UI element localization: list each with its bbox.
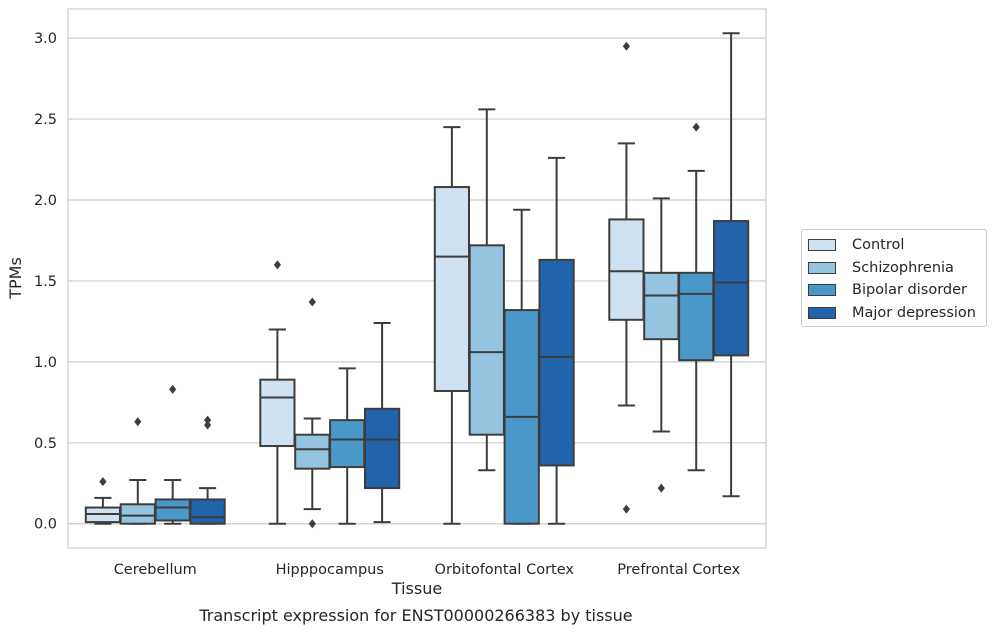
chart-caption: Transcript expression for ENST0000026638…	[199, 606, 633, 625]
outlier-point	[657, 483, 665, 493]
box	[433, 186, 471, 392]
outlier-point	[204, 415, 212, 425]
x-tick-label: Cerebellum	[114, 562, 197, 578]
outlier-point	[308, 297, 316, 307]
legend-swatch	[808, 306, 836, 319]
legend-item: Major depression	[808, 303, 976, 323]
y-tick-label: 1.0	[34, 355, 57, 371]
box	[712, 220, 750, 357]
legend-item: Control	[808, 235, 904, 255]
y-tick-label: 3.0	[34, 31, 57, 47]
box	[154, 498, 191, 522]
x-tick-labels: Cerebellum Hipppocampus Orbitofontal Corte…	[114, 562, 741, 578]
y-tick-label: 1.5	[34, 274, 57, 290]
x-tick-label: Orbitofontal Cortex	[435, 562, 575, 578]
box	[608, 218, 645, 321]
box	[538, 258, 575, 467]
box	[294, 433, 331, 470]
box	[189, 498, 226, 525]
box	[363, 407, 401, 490]
box	[643, 271, 680, 341]
x-tick-label: Prefrontal Cortex	[617, 562, 740, 578]
legend-label: Major depression	[852, 304, 976, 321]
y-axis-label: TPMs	[6, 257, 25, 300]
box	[119, 503, 156, 525]
y-tick-labels: 0.0 0.5 1.0 1.5 2.0 2.5 3.0	[34, 31, 57, 533]
outlier-point	[169, 384, 177, 394]
legend-swatch	[808, 284, 836, 296]
legend-item: Bipolar disorder	[808, 280, 967, 300]
x-axis-label: Tissue	[391, 579, 442, 598]
legend-swatch	[808, 261, 836, 274]
y-tick-label: 0.0	[34, 517, 57, 533]
y-tick-label: 2.5	[34, 112, 57, 128]
legend-label: Bipolar disorder	[852, 282, 967, 298]
y-tick-label: 2.0	[34, 193, 57, 209]
box	[468, 244, 505, 436]
outlier-point	[622, 41, 630, 51]
outlier-point	[692, 122, 700, 132]
gridlines	[68, 37, 766, 525]
box	[329, 419, 366, 469]
legend-item: Schizophrenia	[808, 258, 954, 278]
outlier-point	[308, 519, 316, 529]
outlier-point	[99, 477, 107, 487]
legend-label: Schizophrenia	[852, 259, 954, 276]
outlier-point	[204, 420, 212, 430]
box	[678, 271, 715, 362]
y-tick-label: 0.5	[34, 436, 57, 452]
outlier-point	[622, 504, 630, 514]
boxes-layer	[84, 32, 750, 529]
x-tick-label: Hipppocampus	[276, 562, 384, 578]
outlier-point	[134, 417, 142, 427]
legend-swatch	[808, 239, 836, 251]
box	[259, 378, 296, 448]
outlier-point	[273, 260, 281, 270]
plot-area-frame	[67, 8, 767, 549]
legend-label: Control	[852, 237, 905, 253]
legend: Control Schizophrenia Bipolar disorder Majo…	[801, 229, 987, 327]
